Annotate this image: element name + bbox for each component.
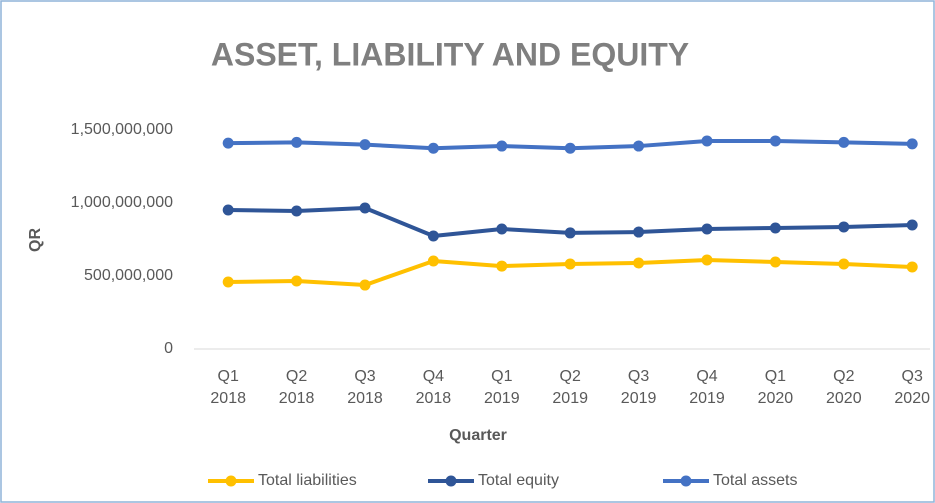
data-point	[633, 226, 645, 238]
data-point	[701, 135, 713, 147]
x-tick-label: Q4	[696, 368, 717, 385]
x-tick-label: Q3	[628, 368, 649, 385]
chart-title: ASSET, LIABILITY AND EQUITY	[211, 36, 689, 72]
x-tick-label: 2018	[416, 390, 452, 407]
data-point	[633, 257, 645, 269]
y-tick-label: 0	[164, 340, 173, 357]
x-tick-label: 2018	[210, 390, 246, 407]
x-tick-label: Q3	[354, 368, 375, 385]
y-tick-label: 500,000,000	[84, 267, 173, 284]
data-point	[564, 227, 576, 239]
data-point	[359, 202, 371, 214]
data-point	[769, 222, 781, 234]
data-point	[701, 223, 713, 235]
x-tick-label: Q1	[491, 368, 512, 385]
x-tick-label: 2018	[279, 390, 315, 407]
data-point	[564, 142, 576, 154]
x-tick-label: 2020	[826, 390, 862, 407]
legend-marker	[445, 475, 457, 487]
data-point	[496, 260, 508, 272]
x-tick-label: 2019	[484, 390, 520, 407]
legend-label: Total liabilities	[258, 472, 357, 489]
data-point	[564, 258, 576, 270]
data-point	[359, 139, 371, 151]
y-tick-label: 1,000,000,000	[71, 194, 173, 211]
y-axis-label: QR	[27, 228, 44, 252]
x-tick-label: Q2	[833, 368, 854, 385]
legend-label: Total assets	[713, 472, 797, 489]
x-tick-label: 2020	[758, 390, 794, 407]
data-point	[427, 255, 439, 267]
data-point	[496, 223, 508, 235]
data-point	[769, 135, 781, 147]
legend-label: Total equity	[478, 472, 559, 489]
data-point	[222, 276, 234, 288]
data-point	[291, 205, 303, 217]
data-point	[769, 256, 781, 268]
data-point	[906, 219, 918, 231]
data-point	[906, 261, 918, 273]
x-tick-label: Q2	[286, 368, 307, 385]
data-point	[701, 254, 713, 266]
data-point	[222, 137, 234, 149]
data-point	[838, 258, 850, 270]
data-point	[496, 140, 508, 152]
data-point	[291, 136, 303, 148]
data-point	[838, 136, 850, 148]
x-tick-label: Q1	[765, 368, 786, 385]
data-point	[359, 279, 371, 291]
x-tick-label: 2018	[347, 390, 383, 407]
data-point	[427, 142, 439, 154]
x-tick-label: Q1	[218, 368, 239, 385]
x-tick-label: Q4	[423, 368, 444, 385]
x-tick-label: 2019	[621, 390, 657, 407]
data-point	[291, 275, 303, 287]
x-tick-label: Q2	[560, 368, 581, 385]
data-point	[838, 221, 850, 233]
x-tick-label: 2019	[552, 390, 588, 407]
x-tick-label: Q3	[902, 368, 923, 385]
data-point	[633, 140, 645, 152]
y-tick-label: 1,500,000,000	[71, 121, 173, 138]
legend-marker	[680, 475, 692, 487]
legend-marker	[225, 475, 237, 487]
x-axis-label: Quarter	[449, 427, 507, 444]
x-tick-label: 2019	[689, 390, 725, 407]
data-point	[427, 230, 439, 242]
x-tick-label: 2020	[894, 390, 930, 407]
data-point	[906, 138, 918, 150]
data-point	[222, 204, 234, 216]
